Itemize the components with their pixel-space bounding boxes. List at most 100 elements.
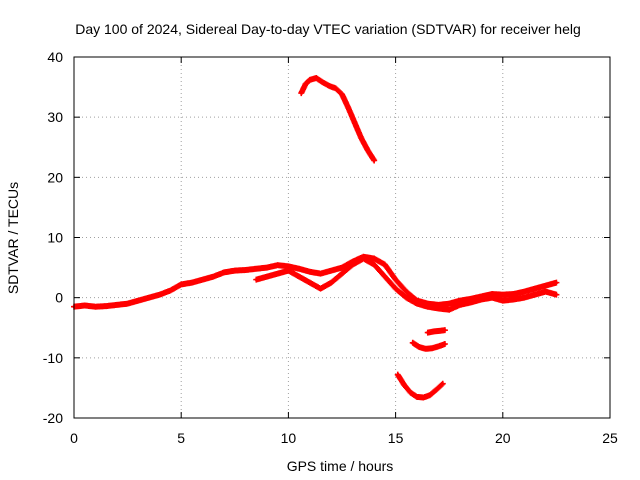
data-point	[383, 263, 387, 267]
data-point	[404, 290, 408, 294]
data-point	[469, 300, 473, 304]
data-point	[297, 275, 301, 279]
data-point	[361, 257, 365, 261]
data-point	[434, 388, 438, 392]
data-point	[244, 268, 248, 272]
data-point	[265, 275, 269, 279]
data-point	[254, 278, 258, 282]
series-markers	[394, 371, 446, 401]
y-tick-label: 20	[47, 169, 63, 185]
data-point	[308, 270, 312, 274]
data-point	[353, 121, 357, 125]
data-point	[409, 391, 413, 395]
data-point	[426, 331, 430, 335]
data-point	[319, 287, 323, 291]
data-point	[359, 136, 363, 140]
x-axis-label: GPS time / hours	[287, 458, 394, 474]
data-point	[314, 76, 318, 80]
data-point	[222, 270, 226, 274]
data-point	[211, 275, 215, 279]
data-point	[308, 78, 312, 82]
data-point	[501, 293, 505, 297]
series-markers	[298, 75, 378, 164]
y-tick-label: -10	[43, 350, 63, 366]
data-point	[190, 281, 194, 285]
data-point	[402, 383, 406, 387]
y-tick-label: -20	[43, 410, 63, 426]
data-point	[372, 158, 376, 162]
data-point	[394, 287, 398, 291]
data-point	[383, 275, 387, 279]
data-point	[490, 296, 494, 300]
y-tick-label: 40	[47, 49, 63, 65]
data-point	[432, 329, 436, 333]
data-point	[522, 296, 526, 300]
series-low-arc	[394, 371, 446, 401]
data-point	[415, 395, 419, 399]
x-tick-label: 20	[495, 430, 511, 446]
data-point	[544, 284, 548, 288]
data-point	[479, 297, 483, 301]
data-point	[340, 92, 344, 96]
data-point	[512, 292, 516, 296]
data-point	[501, 299, 505, 303]
y-axis-label: SDTVAR / TECUs	[5, 182, 21, 294]
data-point	[415, 302, 419, 306]
data-point	[327, 84, 331, 88]
data-point	[319, 272, 323, 276]
data-point	[396, 373, 400, 377]
data-point	[340, 272, 344, 276]
data-point	[447, 302, 451, 306]
data-point	[404, 296, 408, 300]
x-tick-label: 0	[70, 430, 78, 446]
series-main-trace	[71, 253, 560, 310]
data-point	[426, 305, 430, 309]
data-point	[329, 281, 333, 285]
x-tick-label: 5	[177, 430, 185, 446]
data-point	[439, 329, 443, 333]
data-point	[436, 306, 440, 310]
data-point	[458, 303, 462, 307]
series-high-arc	[298, 75, 378, 164]
data-point	[93, 305, 97, 309]
y-tick-label: 30	[47, 109, 63, 125]
data-point	[276, 272, 280, 276]
data-point	[233, 269, 237, 273]
data-point	[411, 341, 415, 345]
series-markers	[253, 255, 560, 313]
data-series	[71, 75, 560, 401]
data-point	[334, 86, 338, 90]
data-point	[179, 282, 183, 286]
data-point	[522, 290, 526, 294]
data-point	[372, 263, 376, 267]
data-point	[512, 297, 516, 301]
data-point	[276, 263, 280, 267]
data-point	[115, 303, 119, 307]
data-point	[430, 346, 434, 350]
data-point	[443, 328, 447, 332]
data-point	[286, 264, 290, 268]
data-point	[297, 267, 301, 271]
x-tick-label: 10	[281, 430, 297, 446]
series-markers	[409, 339, 448, 352]
data-point	[308, 281, 312, 285]
data-point	[394, 278, 398, 282]
data-point	[372, 257, 376, 261]
data-point	[346, 106, 350, 110]
data-point	[321, 80, 325, 84]
data-point	[158, 293, 162, 297]
data-point	[436, 344, 440, 348]
data-point	[554, 293, 558, 297]
data-point	[136, 299, 140, 303]
data-point	[544, 290, 548, 294]
data-point	[421, 396, 425, 400]
data-point	[533, 293, 537, 297]
data-point	[265, 266, 269, 270]
chart-title: Day 100 of 2024, Sidereal Day-to-day VTE…	[75, 21, 581, 37]
series-lower-branch	[253, 255, 560, 313]
data-point	[417, 345, 421, 349]
data-point	[447, 308, 451, 312]
y-tick-label: 10	[47, 230, 63, 246]
data-point	[147, 296, 151, 300]
